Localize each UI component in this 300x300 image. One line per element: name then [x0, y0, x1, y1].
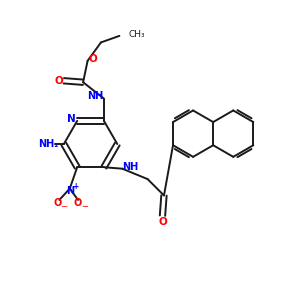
Text: −: −	[60, 202, 67, 211]
Text: N: N	[68, 114, 76, 124]
Text: +: +	[72, 182, 78, 191]
Text: O: O	[54, 76, 63, 86]
Text: NH: NH	[87, 91, 103, 100]
Text: O: O	[88, 54, 97, 64]
Text: O: O	[158, 217, 167, 226]
Text: −: −	[81, 202, 88, 211]
Text: O: O	[74, 199, 82, 208]
Text: O: O	[53, 199, 61, 208]
Text: NH: NH	[123, 162, 139, 172]
Text: N: N	[66, 186, 74, 196]
Text: CH₃: CH₃	[129, 30, 146, 39]
Text: NH₂: NH₂	[38, 139, 58, 149]
